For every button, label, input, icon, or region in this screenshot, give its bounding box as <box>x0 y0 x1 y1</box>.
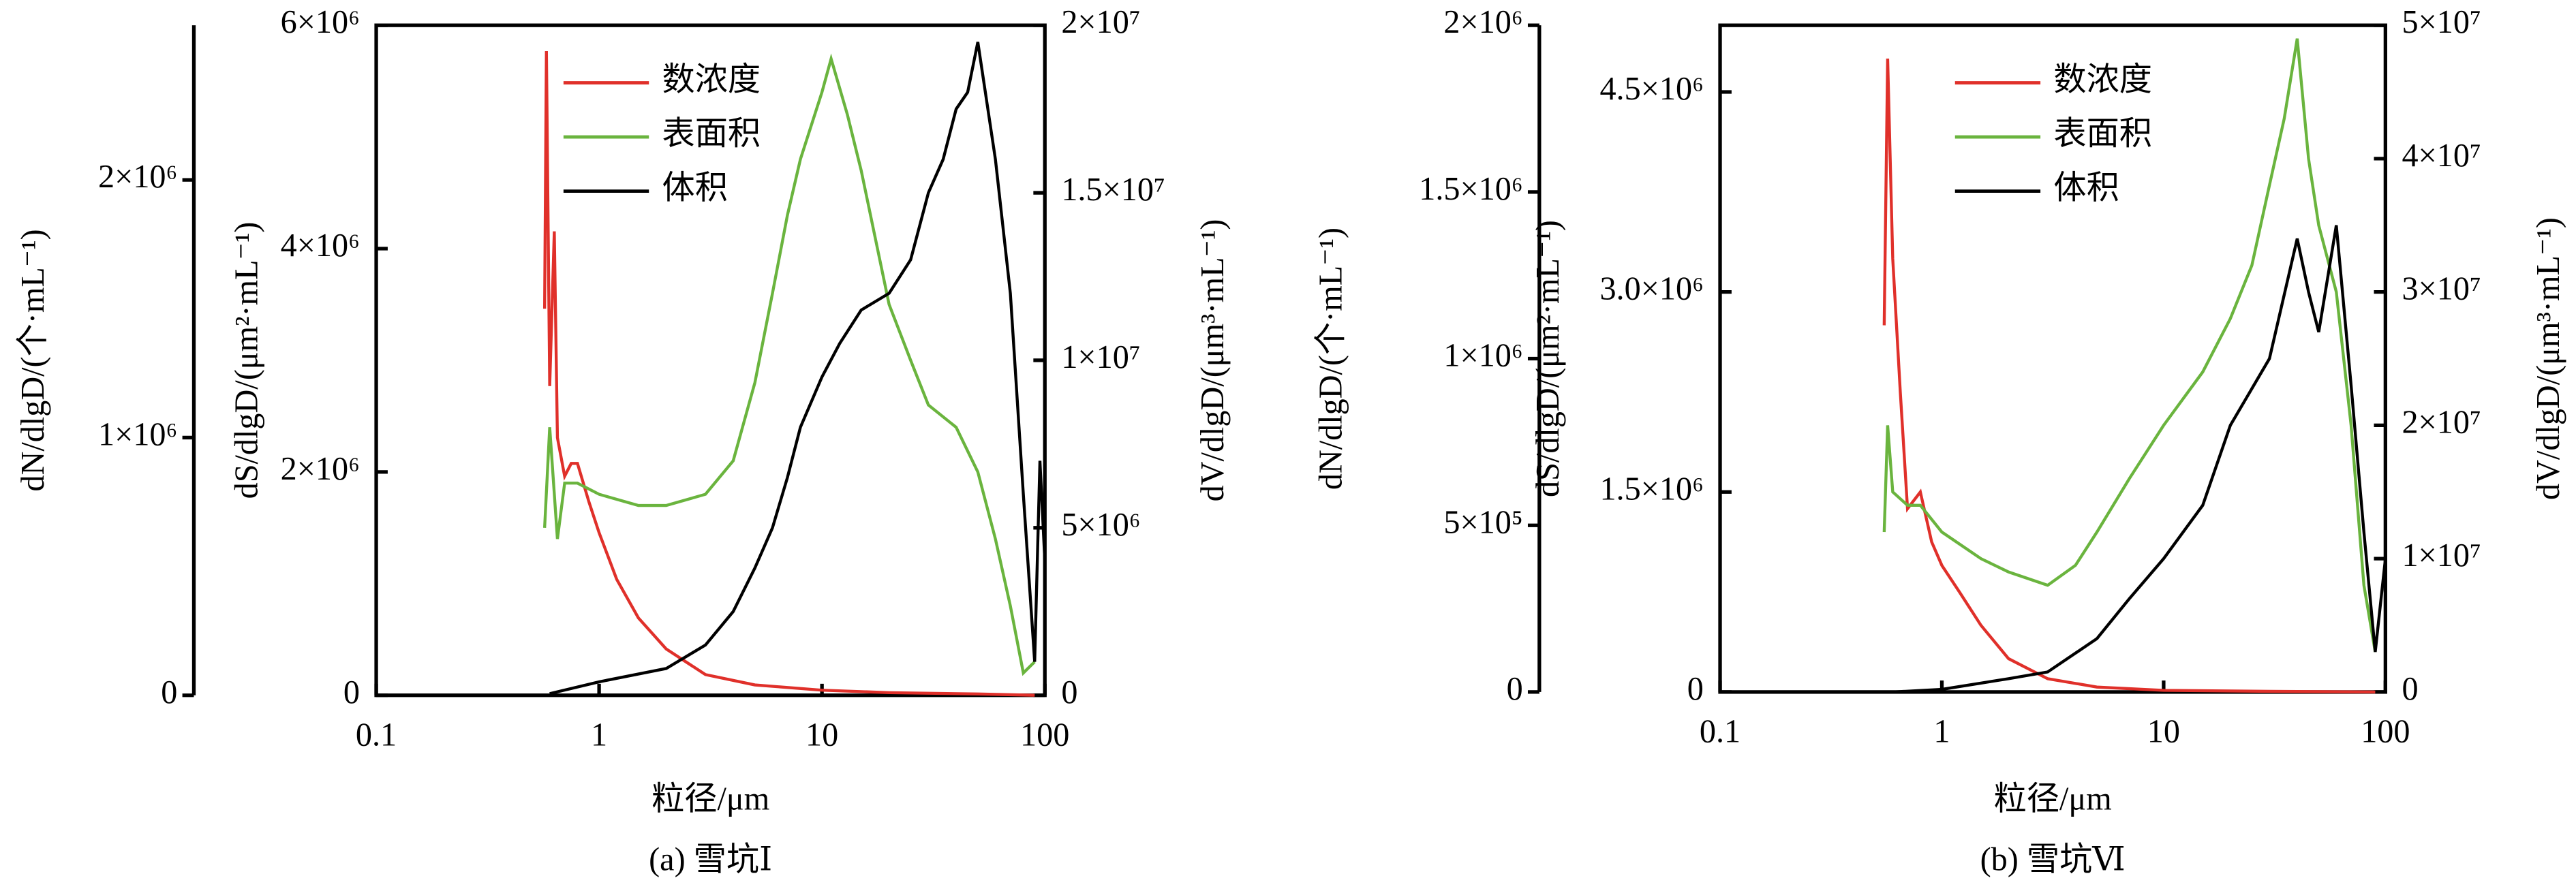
legend-label: 表面积 <box>662 116 761 152</box>
y-tick-label: 4×10⁶ <box>281 228 360 264</box>
x-tick-label: 0.1 <box>356 717 397 753</box>
y-tick-label: 2×10⁶ <box>281 451 360 487</box>
x-tick-label: 10 <box>806 717 838 753</box>
legend-label: 体积 <box>2053 170 2119 206</box>
legend-label: 表面积 <box>2053 116 2152 152</box>
x-tick-label: 0.1 <box>1700 714 1741 750</box>
y-tick-label: 1.5×10⁶ <box>1599 471 1703 507</box>
y-tick-label: 1.5×10⁷ <box>1061 172 1165 208</box>
y-tick-label: 2×10⁷ <box>2402 404 2481 440</box>
y-tick-label: 1×10⁶ <box>1443 338 1522 374</box>
y-tick-label: 1×10⁷ <box>1061 339 1140 375</box>
y2-axis-title: dS/dlgD/(μm²·mL⁻¹) <box>228 221 264 499</box>
y-tick-label: 5×10⁶ <box>1061 507 1140 543</box>
y-tick-label: 5×10⁵ <box>1443 504 1522 540</box>
caption: (b) 雪坑Ⅵ <box>1980 842 2126 878</box>
y-tick-label: 6×10⁶ <box>281 4 360 40</box>
y-tick-label: 3.0×10⁶ <box>1599 271 1703 307</box>
y-tick-label: 2×10⁶ <box>1443 4 1522 40</box>
series-line <box>549 42 1047 695</box>
series-line <box>542 50 1035 697</box>
y-tick-label: 4.5×10⁶ <box>1599 71 1703 107</box>
y-axis-title: dN/dlgD/(个·mL⁻¹) <box>15 229 51 491</box>
y-tick-label: 0 <box>1507 671 1523 707</box>
legend-label: 体积 <box>662 170 728 206</box>
series-line <box>1882 59 2376 694</box>
x-tick-label: 1 <box>591 717 607 753</box>
x-axis-title: 粒径/μm <box>651 781 769 817</box>
y-axis-title: dN/dlgD/(个·mL⁻¹) <box>1313 228 1349 490</box>
y-tick-label: 4×10⁷ <box>2402 138 2481 174</box>
y-tick-label: 1×10⁷ <box>2402 537 2481 574</box>
x-tick-label: 100 <box>1020 717 1069 753</box>
x-tick-label: 100 <box>2361 714 2410 750</box>
y-tick-label: 1.5×10⁶ <box>1419 171 1522 207</box>
y-tick-label: 0 <box>2402 671 2418 707</box>
y3-axis-title: dV/dlgD/(μm³·mL⁻¹) <box>2530 217 2566 500</box>
series-line <box>1882 38 2377 653</box>
legend-label: 数浓度 <box>2053 62 2152 98</box>
y2-axis-title: dS/dlgD/(μm²·mL⁻¹) <box>1530 220 1566 497</box>
series-line <box>1892 225 2387 694</box>
y-tick-label: 2×10⁷ <box>1061 4 1140 40</box>
x-tick-label: 1 <box>1933 714 1950 750</box>
caption: (a) 雪坑Ⅰ <box>649 842 772 878</box>
x-tick-label: 10 <box>2147 714 2180 750</box>
y-tick-label: 0 <box>161 674 177 710</box>
x-axis-title: 粒径/μm <box>1994 781 2112 817</box>
y-tick-label: 1×10⁶ <box>98 416 177 452</box>
y-tick-label: 0 <box>1687 671 1704 707</box>
y-tick-label: 2×10⁶ <box>98 159 177 195</box>
series-line <box>542 53 1036 676</box>
y-tick-label: 5×10⁷ <box>2402 4 2481 40</box>
y-tick-label: 0 <box>343 674 360 710</box>
plot-frame <box>1718 23 2388 694</box>
legend-label: 数浓度 <box>662 62 761 98</box>
y3-axis-title: dV/dlgD/(μm³·mL⁻¹) <box>1195 219 1231 501</box>
y-tick-label: 3×10⁷ <box>2402 271 2481 307</box>
y-tick-label: 0 <box>1061 674 1077 710</box>
